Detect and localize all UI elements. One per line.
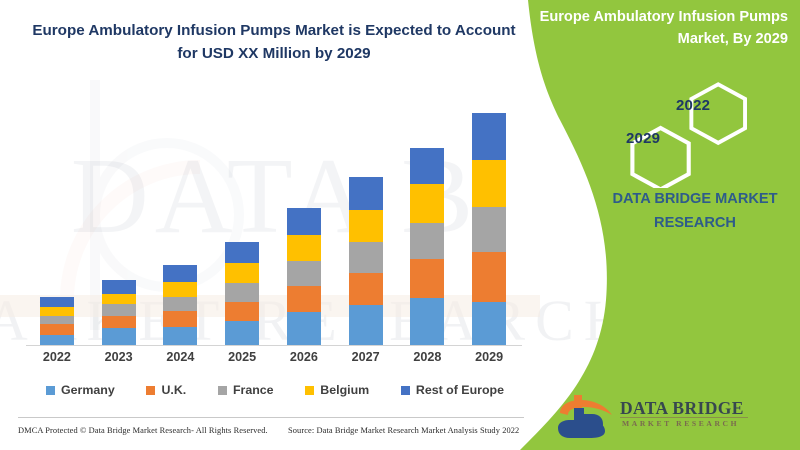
legend-item[interactable]: Germany (46, 383, 115, 397)
bar-stack (348, 177, 383, 345)
legend-item[interactable]: U.K. (146, 383, 186, 397)
bar-segment (472, 160, 507, 207)
legend-label: France (232, 383, 274, 397)
legend-swatch-icon (146, 385, 156, 395)
x-axis-tick: 2026 (289, 350, 318, 364)
bar-segment (225, 263, 260, 283)
footer-source-text: Source: Data Bridge Market Research Mark… (288, 426, 520, 435)
legend-item[interactable]: Rest of Europe (400, 383, 504, 397)
bar-stack (410, 148, 445, 345)
bar-segment (286, 261, 321, 286)
data-bridge-logo: DATA BRIDGE MARKET RESEARCH (556, 392, 786, 440)
x-axis-tick: 2023 (104, 350, 133, 364)
bar-segment (101, 304, 136, 316)
bar-segment (39, 316, 74, 324)
footer-divider (18, 417, 524, 418)
x-axis-tick: 2029 (475, 350, 504, 364)
bar-stack (472, 113, 507, 345)
bar-segment (410, 148, 445, 184)
bar-segment (163, 327, 198, 345)
panel-brand-text: DATA BRIDGE MARKET RESEARCH (612, 191, 778, 231)
panel-title: Europe Ambulatory Infusion Pumps Market,… (539, 9, 788, 48)
bar-segment (348, 273, 383, 305)
bar-segment (410, 259, 445, 298)
bar-segment (286, 286, 321, 312)
bar-segment (410, 298, 445, 345)
bar-segment (163, 282, 198, 297)
bar-segment (348, 177, 383, 210)
logo-title: DATA BRIDGE (620, 398, 744, 418)
bar-segment (472, 302, 507, 345)
x-axis-tick: 2028 (413, 350, 442, 364)
bar-segment (286, 235, 321, 261)
bar-segment (163, 311, 198, 327)
legend-label: U.K. (161, 383, 187, 397)
data-bridge-mark-icon (558, 395, 612, 438)
bar-segment (39, 324, 74, 335)
stacked-bar-chart (26, 95, 520, 345)
legend-swatch-icon (305, 385, 315, 395)
x-axis-tick: 2024 (166, 350, 195, 364)
bar-segment (472, 113, 507, 160)
bar-segment (348, 242, 383, 273)
chart-legend: Germany U.K. France Belgium Rest of Europe (26, 379, 522, 401)
legend-label: Rest of Europe (415, 383, 504, 397)
bar-segment (101, 294, 136, 304)
footer-dmca-text: DMCA Protected © Data Bridge Market Rese… (18, 426, 268, 435)
bar-stack (101, 280, 136, 345)
bar-stack (163, 265, 198, 345)
bar-segment (472, 252, 507, 302)
hex-badge-2022: 2022 (676, 97, 711, 114)
bar-segment (286, 312, 321, 345)
legend-label: Belgium (320, 383, 370, 397)
bar-segment (410, 223, 445, 259)
legend-swatch-icon (217, 385, 227, 395)
bar-segment (39, 335, 74, 345)
bar-segment (348, 305, 383, 345)
bar-segment (101, 280, 136, 294)
bar-segment (348, 210, 383, 242)
chart-plot-area (26, 95, 520, 345)
bar-segment (163, 297, 198, 311)
hexagon-badges: 2029 2022 (598, 78, 798, 192)
logo-subtitle: MARKET RESEARCH (622, 419, 740, 428)
x-axis-labels: 2022 2023 2024 2025 2026 2027 2028 2029 (26, 350, 520, 372)
bar-segment (225, 321, 260, 345)
legend-swatch-icon (400, 385, 410, 395)
bar-segment (101, 316, 136, 328)
legend-swatch-icon (46, 385, 55, 395)
bar-segment (163, 265, 198, 282)
bar-segment (410, 184, 445, 223)
bar-segment (101, 328, 136, 345)
legend-item[interactable]: Belgium (305, 383, 369, 397)
bar-stack (225, 242, 260, 345)
bar-stack (286, 208, 321, 345)
bar-segment (225, 302, 260, 321)
page-title: Europe Ambulatory Infusion Pumps Market … (32, 22, 516, 62)
x-axis-tick: 2025 (228, 350, 257, 364)
hex-badge-2029: 2029 (626, 130, 661, 147)
bar-segment (286, 208, 321, 235)
bar-segment (39, 307, 74, 316)
x-axis-line (26, 345, 522, 346)
bar-segment (225, 283, 260, 302)
legend-label: Germany (61, 383, 115, 397)
bar-segment (39, 297, 74, 307)
x-axis-tick: 2022 (42, 350, 71, 364)
bar-segment (225, 242, 260, 263)
bar-stack (39, 297, 74, 345)
legend-item[interactable]: France (217, 383, 274, 397)
x-axis-tick: 2027 (351, 350, 380, 364)
bar-segment (472, 207, 507, 252)
